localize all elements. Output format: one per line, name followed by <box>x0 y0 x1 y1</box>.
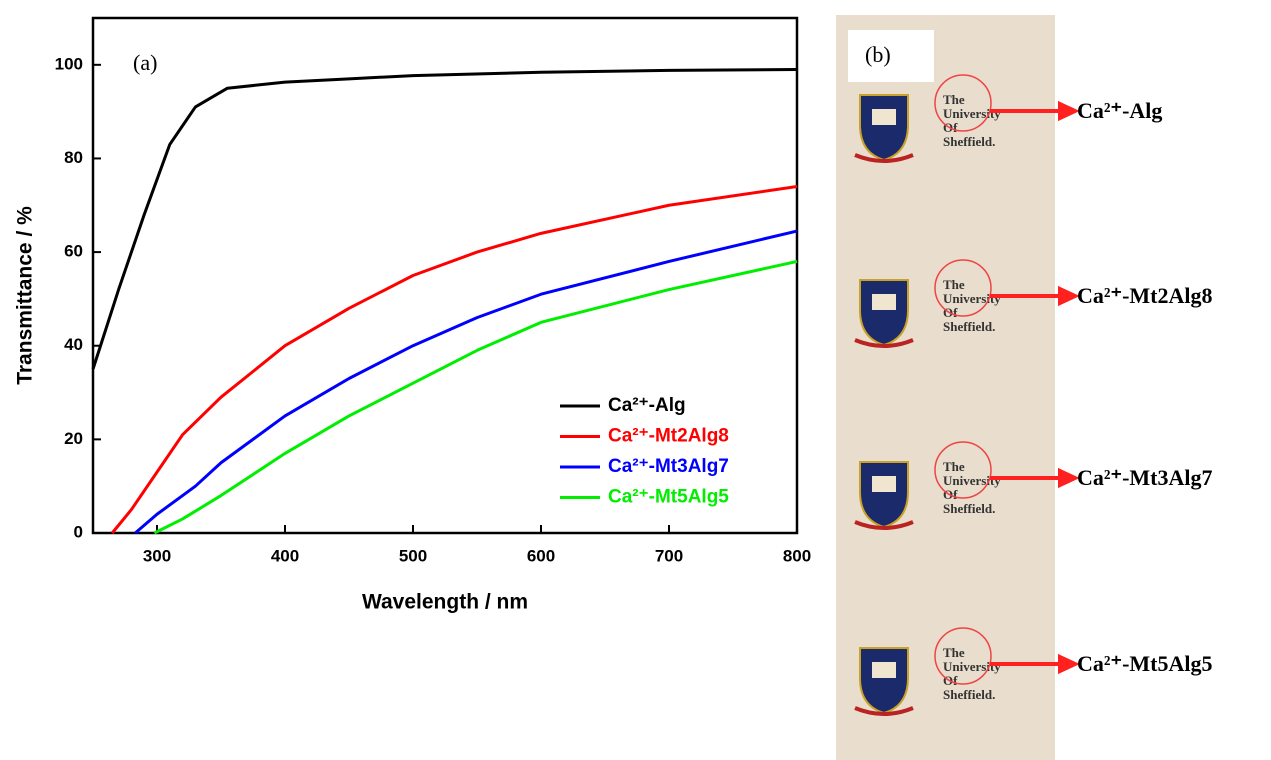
crest-scroll <box>854 520 914 530</box>
arrow <box>990 653 1080 675</box>
highlight-circle <box>934 441 992 499</box>
logo-text: University <box>943 106 1001 121</box>
y-tick-label: 40 <box>64 335 83 354</box>
logo-text: Sheffield. <box>943 501 995 516</box>
x-tick-label: 600 <box>527 546 555 565</box>
series-line <box>134 229 798 535</box>
crest <box>859 647 909 715</box>
logo-text: The <box>943 92 965 107</box>
crest-book <box>872 109 896 125</box>
logo-text: The <box>943 459 965 474</box>
y-tick-label: 0 <box>74 522 83 541</box>
legend-label: Ca²⁺-Alg <box>608 395 686 416</box>
logo-text: University <box>943 291 1001 306</box>
logo-text: The <box>943 645 965 660</box>
crest <box>859 94 909 162</box>
series-line <box>91 68 798 370</box>
x-tick-label: 700 <box>655 546 683 565</box>
crest-scroll <box>854 338 914 348</box>
logo-text: Sheffield. <box>943 687 995 702</box>
arrow <box>990 100 1080 122</box>
legend-label: Ca²⁺-Mt3Alg7 <box>608 456 729 477</box>
crest-scroll <box>854 153 914 163</box>
crest-scroll <box>854 706 914 716</box>
crest-book <box>872 476 896 492</box>
photo-label: Ca²⁺-Mt2Alg8 <box>1077 283 1213 308</box>
logo-text: University <box>943 473 1001 488</box>
highlight-circle <box>934 259 992 317</box>
photo-label-box <box>848 30 934 82</box>
y-axis-label: Transmittance / % <box>14 206 37 385</box>
series-line <box>153 259 798 535</box>
logo-text: Sheffield. <box>943 134 995 149</box>
logo-text: University <box>943 659 1001 674</box>
photo-label: Ca²⁺-Alg <box>1077 98 1162 123</box>
logo-text: Sheffield. <box>943 319 995 334</box>
x-tick-label: 500 <box>399 546 427 565</box>
x-tick-label: 800 <box>783 546 811 565</box>
crest <box>859 279 909 347</box>
crest <box>859 461 909 529</box>
x-axis-label: Wavelength / nm <box>362 591 528 614</box>
panel-label: (a) <box>133 50 157 75</box>
x-tick-label: 300 <box>143 546 171 565</box>
legend-label: Ca²⁺-Mt2Alg8 <box>608 426 729 447</box>
legend-label: Ca²⁺-Mt5Alg5 <box>608 487 729 508</box>
y-tick-label: 20 <box>64 429 83 448</box>
crest-book <box>872 294 896 310</box>
highlight-circle <box>934 627 992 685</box>
plot-frame <box>91 16 799 535</box>
y-tick-label: 80 <box>64 148 83 167</box>
y-tick-label: 100 <box>55 54 83 73</box>
arrow <box>990 285 1080 307</box>
logo-text: The <box>943 277 965 292</box>
photo-label: Ca²⁺-Mt5Alg5 <box>1077 651 1213 676</box>
photo-panel-label: (b) <box>865 42 891 67</box>
y-tick-label: 60 <box>64 242 83 261</box>
arrow <box>990 467 1080 489</box>
x-tick-label: 400 <box>271 546 299 565</box>
highlight-circle <box>934 74 992 132</box>
series-line <box>111 185 798 534</box>
crest-book <box>872 662 896 678</box>
photo-label: Ca²⁺-Mt3Alg7 <box>1077 465 1213 490</box>
